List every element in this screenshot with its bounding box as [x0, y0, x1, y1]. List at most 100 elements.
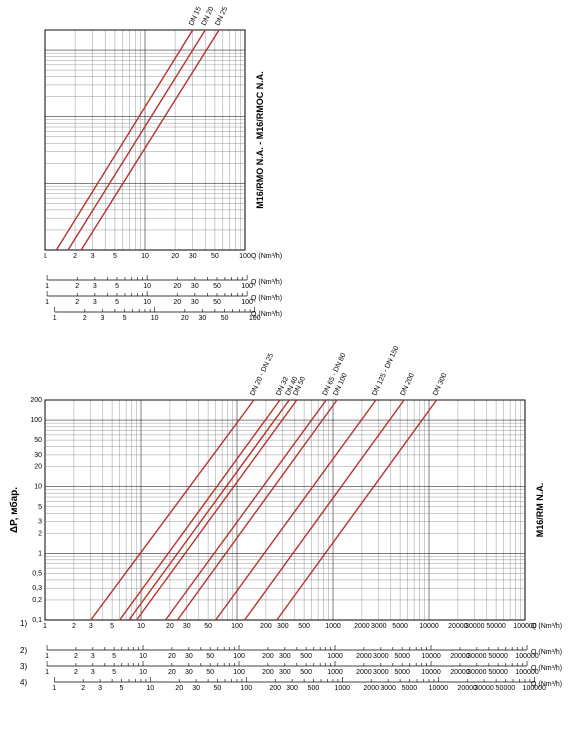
aux-tick-label: 5 — [119, 685, 123, 692]
aux-tick-label: 5000 — [394, 669, 410, 676]
y-tick-label: 30 — [34, 452, 42, 459]
y-tick-label: 0,5 — [32, 570, 42, 577]
chart-bottom: 0,1 0,2 0,3 0,5 1 2 3 5 10 20 30 50 100 200 ΔP, мбар. D… — [0, 0, 575, 729]
y-tick-label: 0,3 — [32, 585, 42, 592]
x-tick-label: 3 — [89, 623, 93, 630]
aux-tick-label: 300 — [279, 669, 291, 676]
y-tick-label: 1 — [38, 550, 42, 557]
x-tick-label: 30 — [183, 623, 191, 630]
aux-tick-label: 30000 — [467, 653, 487, 660]
y-tick-label: 50 — [34, 437, 42, 444]
aux-tick-label: 1000 — [335, 685, 351, 692]
aux-tick-label: 1000 — [327, 669, 343, 676]
y-tick-label: 2 — [38, 530, 42, 537]
aux-tick-label: 50000 — [488, 669, 508, 676]
curve-line — [178, 400, 337, 620]
x-tick-label: 1000 — [325, 623, 341, 630]
aux-tick-label: 10000 — [421, 653, 441, 660]
y-tick-label: 5 — [38, 504, 42, 511]
row-number: 3) — [20, 662, 27, 671]
aux-tick-label: 100 — [240, 685, 252, 692]
aux-tick-label: 30 — [185, 653, 193, 660]
aux-tick-label: 20 — [175, 685, 183, 692]
side-title: M16/RM N.A. — [535, 483, 545, 538]
aux-tick-label: 200 — [262, 653, 274, 660]
aux-tick-label: 50 — [214, 685, 222, 692]
aux-tick-label: 3 — [91, 653, 95, 660]
aux-tick-label: 50 — [206, 653, 214, 660]
aux-tick-label: 30000 — [474, 685, 494, 692]
aux-tick-label: 1000 — [327, 653, 343, 660]
aux-tick-label: 200 — [269, 685, 281, 692]
plot-border — [45, 400, 525, 620]
x-tick-label: 2 — [72, 623, 76, 630]
x-axis-unit: Q (Nm³/h) — [531, 681, 562, 688]
curve-line — [245, 400, 404, 620]
curve-line — [277, 400, 437, 620]
aux-tick-label: 10 — [139, 669, 147, 676]
x-tick-label: 5000 — [392, 623, 408, 630]
y-tick-label: 100 — [30, 417, 42, 424]
aux-tick-label: 3 — [91, 669, 95, 676]
aux-tick-label: 300 — [286, 685, 298, 692]
aux-tick-label: 5 — [112, 653, 116, 660]
aux-tick-label: 5 — [112, 669, 116, 676]
aux-tick-label: 500 — [300, 653, 312, 660]
aux-tick-label: 5000 — [394, 653, 410, 660]
x-tick-label: 10 — [137, 623, 145, 630]
aux-tick-label: 20 — [168, 653, 176, 660]
y-tick-label: 200 — [30, 397, 42, 404]
x-tick-label: 2000 — [354, 623, 370, 630]
x-tick-label: 10000 — [419, 623, 439, 630]
aux-tick-label: 2 — [74, 669, 78, 676]
curve-label: DN 200 — [400, 372, 416, 397]
aux-tick-label: 1 — [52, 685, 56, 692]
row-number: 4) — [20, 678, 27, 687]
x-tick-label: 50000 — [486, 623, 506, 630]
aux-tick-label: 3000 — [380, 685, 396, 692]
curve-line — [216, 400, 376, 620]
aux-tick-label: 50000 — [496, 685, 516, 692]
aux-tick-label: 10000 — [429, 685, 449, 692]
aux-tick-label: 30 — [192, 685, 200, 692]
aux-tick-label: 200 — [262, 669, 274, 676]
aux-tick-label: 30 — [185, 669, 193, 676]
y-tick-label: 0,2 — [32, 597, 42, 604]
aux-tick-label: 3000 — [373, 669, 389, 676]
y-tick-label: 20 — [34, 464, 42, 471]
aux-tick-label: 5000 — [402, 685, 418, 692]
aux-tick-label: 2 — [81, 685, 85, 692]
page: 0,1 0,2 0,3 0,5 1 2 3 5 10 20 30 50 100 200 ΔP, мбар. D… — [0, 0, 575, 729]
aux-tick-label: 300 — [279, 653, 291, 660]
aux-tick-label: 100 — [233, 653, 245, 660]
aux-tick-label: 500 — [308, 685, 320, 692]
aux-tick-label: 10 — [146, 685, 154, 692]
aux-tick-label: 1 — [45, 669, 49, 676]
x-axis-unit: Q (Nm³/h) — [531, 665, 562, 672]
y-tick-label: 0,1 — [32, 617, 42, 624]
curve-label: DN 20 - DN 25 — [249, 352, 275, 397]
x-tick-label: 500 — [298, 623, 310, 630]
aux-tick-label: 20 — [168, 669, 176, 676]
y-tick-label: 10 — [34, 484, 42, 491]
x-tick-label: 100 — [231, 623, 243, 630]
aux-tick-label: 1 — [45, 653, 49, 660]
x-axis-unit: Q (Nm³/h) — [531, 649, 562, 656]
curve-line — [91, 400, 254, 620]
x-tick-label: 200 — [260, 623, 272, 630]
x-axis-unit: Q (Nm³/h) — [531, 623, 562, 630]
y-axis-title: ΔP, мбар. — [8, 487, 20, 533]
x-tick-label: 300 — [277, 623, 289, 630]
curve-line — [166, 400, 327, 620]
y-tick-label: 3 — [38, 519, 42, 526]
aux-tick-label: 100 — [233, 669, 245, 676]
curve-label: DN 300 — [432, 372, 448, 397]
curve-label: DN 125 - DN 150 — [371, 345, 400, 397]
aux-tick-label: 50000 — [488, 653, 508, 660]
aux-tick-label: 10 — [139, 653, 147, 660]
row-number: 1) — [20, 619, 27, 628]
aux-tick-label: 30000 — [467, 669, 487, 676]
aux-tick-label: 50 — [206, 669, 214, 676]
aux-tick-label: 3 — [98, 685, 102, 692]
x-tick-label: 3000 — [371, 623, 387, 630]
